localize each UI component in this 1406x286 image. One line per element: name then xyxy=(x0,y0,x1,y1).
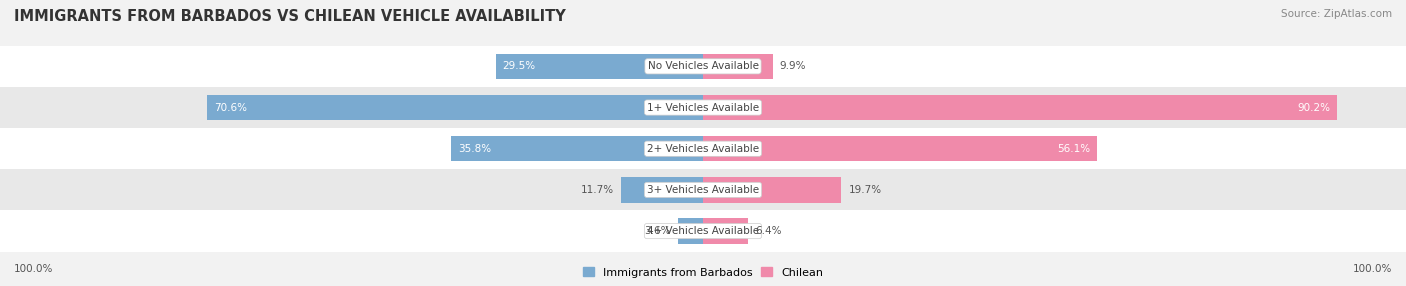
Bar xyxy=(621,177,703,203)
Text: 1+ Vehicles Available: 1+ Vehicles Available xyxy=(647,103,759,112)
Text: 100.0%: 100.0% xyxy=(14,264,53,274)
Text: 29.5%: 29.5% xyxy=(503,61,536,71)
Bar xyxy=(678,218,703,244)
Text: 3.6%: 3.6% xyxy=(644,226,671,236)
Text: No Vehicles Available: No Vehicles Available xyxy=(648,61,758,71)
Text: 2+ Vehicles Available: 2+ Vehicles Available xyxy=(647,144,759,154)
Bar xyxy=(496,53,703,79)
Text: 56.1%: 56.1% xyxy=(1057,144,1091,154)
Bar xyxy=(0,46,1406,87)
Bar xyxy=(703,53,773,79)
Bar xyxy=(451,136,703,162)
Text: 70.6%: 70.6% xyxy=(214,103,246,112)
Bar xyxy=(703,136,1098,162)
Bar xyxy=(0,210,1406,252)
Bar xyxy=(703,177,841,203)
Text: 6.4%: 6.4% xyxy=(755,226,782,236)
Text: IMMIGRANTS FROM BARBADOS VS CHILEAN VEHICLE AVAILABILITY: IMMIGRANTS FROM BARBADOS VS CHILEAN VEHI… xyxy=(14,9,565,23)
Text: Source: ZipAtlas.com: Source: ZipAtlas.com xyxy=(1281,9,1392,19)
Bar xyxy=(703,95,1337,120)
Text: 11.7%: 11.7% xyxy=(581,185,614,195)
Bar xyxy=(0,169,1406,210)
Bar xyxy=(0,128,1406,169)
Text: 9.9%: 9.9% xyxy=(779,61,806,71)
Text: 100.0%: 100.0% xyxy=(1353,264,1392,274)
Legend: Immigrants from Barbados, Chilean: Immigrants from Barbados, Chilean xyxy=(582,267,824,278)
Bar xyxy=(0,87,1406,128)
Text: 3+ Vehicles Available: 3+ Vehicles Available xyxy=(647,185,759,195)
Text: 4+ Vehicles Available: 4+ Vehicles Available xyxy=(647,226,759,236)
Text: 19.7%: 19.7% xyxy=(849,185,882,195)
Bar xyxy=(703,218,748,244)
Text: 90.2%: 90.2% xyxy=(1298,103,1330,112)
Bar xyxy=(207,95,703,120)
Text: 35.8%: 35.8% xyxy=(458,144,492,154)
